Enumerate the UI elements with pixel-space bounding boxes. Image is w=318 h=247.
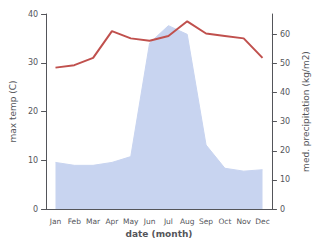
svg-text:max temp (C): max temp (C)	[8, 80, 18, 142]
svg-text:Dec: Dec	[255, 217, 270, 226]
svg-text:20: 20	[28, 107, 38, 116]
svg-text:May: May	[123, 217, 139, 226]
svg-text:Jun: Jun	[143, 217, 156, 226]
svg-text:Jul: Jul	[163, 217, 173, 226]
svg-text:40: 40	[280, 88, 290, 97]
svg-text:Apr: Apr	[105, 217, 119, 226]
svg-text:0: 0	[280, 205, 285, 214]
svg-text:10: 10	[280, 175, 290, 184]
svg-text:Sep: Sep	[199, 217, 213, 226]
svg-text:50: 50	[280, 59, 290, 68]
svg-text:Mar: Mar	[86, 217, 101, 226]
svg-text:date (month): date (month)	[126, 229, 193, 239]
svg-text:Jan: Jan	[49, 217, 62, 226]
svg-text:60: 60	[280, 30, 290, 39]
svg-text:Feb: Feb	[68, 217, 82, 226]
svg-text:Oct: Oct	[218, 217, 231, 226]
svg-text:Nov: Nov	[236, 217, 251, 226]
svg-text:30: 30	[280, 117, 290, 126]
svg-text:med. precipitation (kg/m2): med. precipitation (kg/m2)	[301, 51, 311, 172]
svg-text:40: 40	[28, 10, 38, 19]
svg-text:30: 30	[28, 58, 38, 67]
svg-text:10: 10	[28, 156, 38, 165]
svg-text:20: 20	[280, 146, 290, 155]
svg-text:Aug: Aug	[180, 217, 195, 226]
svg-text:0: 0	[33, 205, 38, 214]
